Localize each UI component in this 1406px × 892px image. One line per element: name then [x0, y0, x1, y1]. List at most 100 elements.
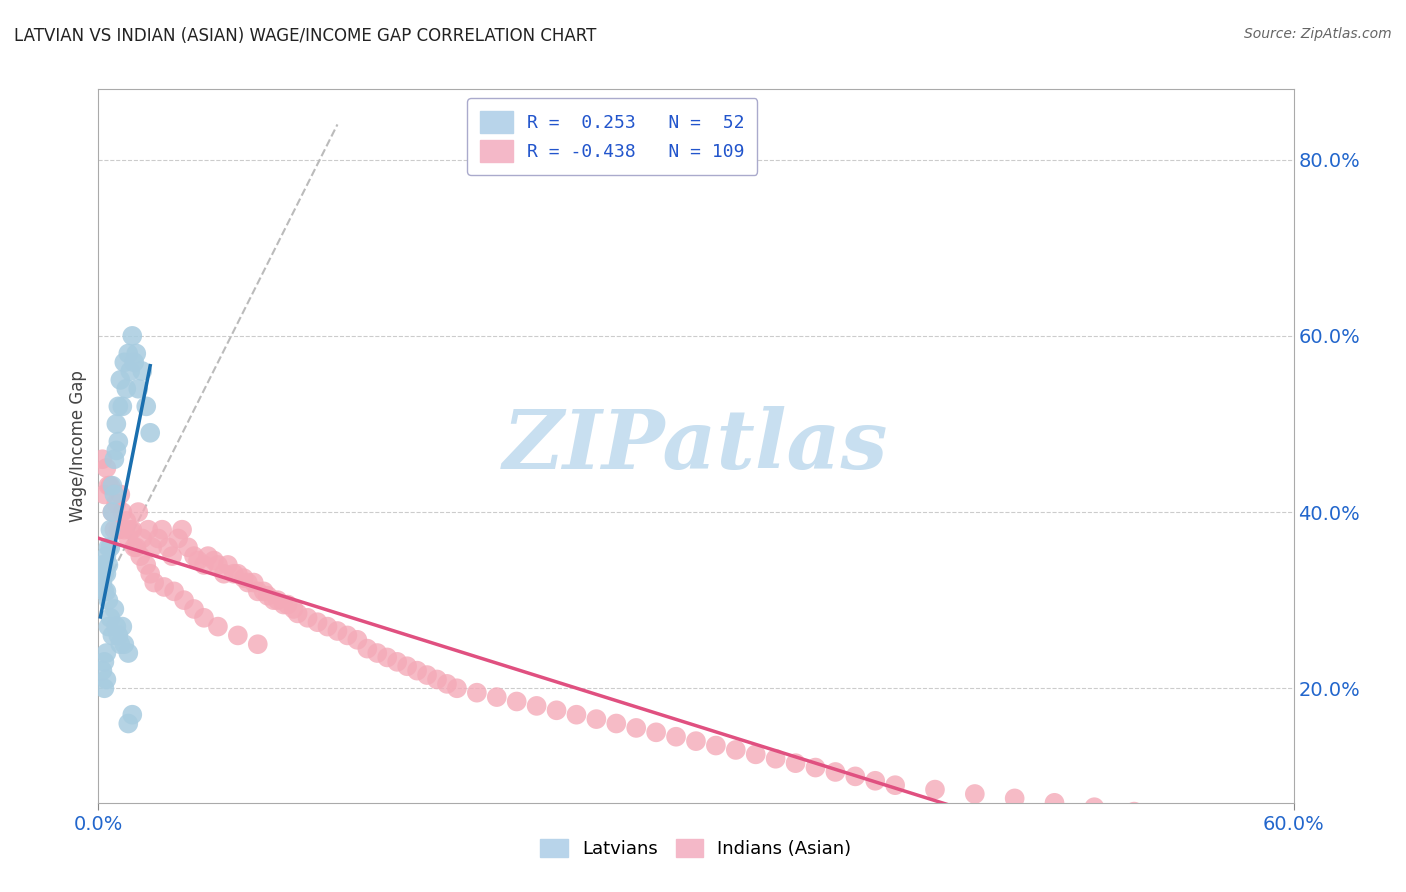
- Point: [256, 589, 278, 603]
- Point: [283, 602, 305, 616]
- Point: [197, 549, 219, 563]
- Point: [1083, 800, 1105, 814]
- Point: [375, 650, 398, 665]
- Point: [963, 787, 986, 801]
- Point: [396, 659, 419, 673]
- Point: [153, 580, 176, 594]
- Point: [107, 400, 129, 414]
- Point: [131, 532, 153, 546]
- Point: [217, 558, 239, 572]
- Point: [93, 655, 115, 669]
- Point: [163, 584, 186, 599]
- Point: [135, 558, 157, 572]
- Point: [141, 541, 163, 555]
- Point: [226, 628, 249, 642]
- Point: [1163, 809, 1185, 823]
- Point: [107, 434, 129, 449]
- Point: [111, 400, 134, 414]
- Point: [804, 760, 827, 774]
- Point: [526, 698, 548, 713]
- Point: [110, 373, 132, 387]
- Point: [506, 694, 529, 708]
- Point: [246, 637, 269, 651]
- Point: [236, 575, 259, 590]
- Point: [366, 646, 388, 660]
- Point: [120, 364, 142, 378]
- Point: [222, 566, 245, 581]
- Point: [110, 487, 132, 501]
- Point: [111, 505, 134, 519]
- Point: [167, 532, 190, 546]
- Point: [645, 725, 668, 739]
- Point: [117, 646, 139, 660]
- Point: [160, 549, 183, 563]
- Point: [316, 619, 339, 633]
- Point: [307, 615, 329, 630]
- Point: [117, 716, 139, 731]
- Point: [785, 756, 807, 771]
- Point: [253, 584, 276, 599]
- Point: [98, 478, 122, 492]
- Point: [98, 611, 122, 625]
- Point: [112, 637, 135, 651]
- Point: [446, 681, 468, 696]
- Point: [124, 541, 146, 555]
- Point: [139, 425, 162, 440]
- Point: [93, 558, 115, 572]
- Point: [685, 734, 707, 748]
- Point: [98, 541, 122, 555]
- Point: [193, 558, 215, 572]
- Point: [91, 664, 114, 678]
- Point: [105, 417, 128, 431]
- Point: [117, 346, 139, 360]
- Point: [101, 505, 124, 519]
- Point: [103, 523, 125, 537]
- Point: [765, 752, 787, 766]
- Point: [193, 611, 215, 625]
- Point: [385, 655, 409, 669]
- Point: [1004, 791, 1026, 805]
- Point: [465, 686, 488, 700]
- Point: [183, 549, 205, 563]
- Point: [96, 673, 118, 687]
- Point: [121, 329, 143, 343]
- Point: [101, 478, 124, 492]
- Point: [297, 611, 319, 625]
- Point: [865, 773, 887, 788]
- Point: [125, 541, 148, 555]
- Point: [416, 668, 439, 682]
- Point: [131, 364, 153, 378]
- Point: [406, 664, 429, 678]
- Point: [585, 712, 607, 726]
- Text: Source: ZipAtlas.com: Source: ZipAtlas.com: [1244, 27, 1392, 41]
- Point: [546, 703, 568, 717]
- Point: [105, 619, 128, 633]
- Point: [112, 355, 135, 369]
- Point: [105, 443, 128, 458]
- Point: [356, 641, 378, 656]
- Point: [115, 382, 138, 396]
- Point: [91, 452, 114, 467]
- Point: [135, 400, 157, 414]
- Point: [724, 743, 747, 757]
- Point: [124, 355, 146, 369]
- Point: [183, 602, 205, 616]
- Point: [336, 628, 359, 642]
- Point: [112, 523, 135, 537]
- Point: [127, 505, 149, 519]
- Point: [704, 739, 727, 753]
- Point: [93, 584, 115, 599]
- Point: [111, 619, 134, 633]
- Point: [824, 764, 846, 779]
- Point: [605, 716, 627, 731]
- Point: [93, 566, 115, 581]
- Point: [226, 566, 249, 581]
- Point: [177, 541, 200, 555]
- Point: [148, 532, 170, 546]
- Point: [924, 782, 946, 797]
- Point: [246, 584, 269, 599]
- Point: [115, 514, 138, 528]
- Point: [97, 619, 120, 633]
- Point: [212, 566, 235, 581]
- Text: ZIPatlas: ZIPatlas: [503, 406, 889, 486]
